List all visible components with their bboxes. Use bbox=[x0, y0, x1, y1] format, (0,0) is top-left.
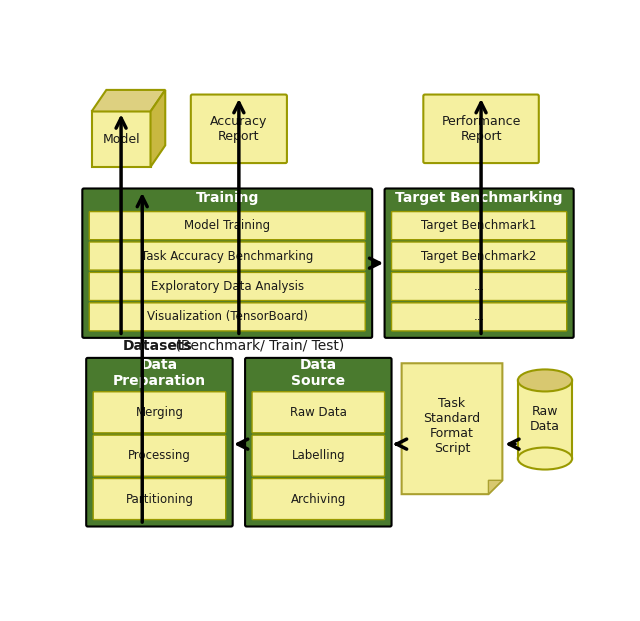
FancyBboxPatch shape bbox=[191, 94, 287, 163]
Text: Raw Data: Raw Data bbox=[290, 406, 347, 419]
Text: Target Benchmark1: Target Benchmark1 bbox=[421, 219, 537, 232]
Polygon shape bbox=[150, 90, 165, 167]
Text: Exploratory Data Analysis: Exploratory Data Analysis bbox=[150, 280, 304, 293]
FancyBboxPatch shape bbox=[392, 212, 566, 240]
Text: Partitioning: Partitioning bbox=[125, 492, 193, 505]
Polygon shape bbox=[92, 90, 165, 112]
Text: Model: Model bbox=[102, 133, 140, 146]
FancyBboxPatch shape bbox=[245, 358, 392, 527]
Text: Labelling: Labelling bbox=[291, 449, 345, 462]
Polygon shape bbox=[488, 480, 502, 494]
FancyBboxPatch shape bbox=[385, 189, 573, 338]
FancyBboxPatch shape bbox=[93, 479, 226, 520]
Text: Archiving: Archiving bbox=[291, 492, 346, 505]
FancyBboxPatch shape bbox=[392, 273, 566, 301]
FancyBboxPatch shape bbox=[252, 435, 385, 476]
Bar bbox=[92, 112, 150, 167]
Ellipse shape bbox=[518, 448, 572, 469]
FancyBboxPatch shape bbox=[83, 189, 372, 338]
Text: Task
Standard
Format
Script: Task Standard Format Script bbox=[424, 397, 481, 455]
FancyBboxPatch shape bbox=[392, 303, 566, 331]
Text: ...: ... bbox=[474, 310, 484, 324]
Text: Raw
Data: Raw Data bbox=[530, 406, 560, 433]
Text: Training: Training bbox=[196, 191, 259, 205]
Text: (Benchmark/ Train/ Test): (Benchmark/ Train/ Test) bbox=[171, 338, 344, 353]
FancyBboxPatch shape bbox=[90, 212, 365, 240]
FancyBboxPatch shape bbox=[86, 358, 233, 527]
Text: Accuracy
Report: Accuracy Report bbox=[210, 115, 268, 143]
FancyBboxPatch shape bbox=[423, 94, 539, 163]
Text: Data
Preparation: Data Preparation bbox=[113, 358, 206, 388]
Text: Visualization (TensorBoard): Visualization (TensorBoard) bbox=[147, 310, 308, 324]
FancyBboxPatch shape bbox=[90, 242, 365, 270]
Ellipse shape bbox=[518, 369, 572, 391]
Polygon shape bbox=[402, 363, 502, 494]
FancyBboxPatch shape bbox=[93, 392, 226, 433]
Text: Data
Source: Data Source bbox=[291, 358, 346, 388]
Text: Merging: Merging bbox=[136, 406, 184, 419]
FancyBboxPatch shape bbox=[252, 392, 385, 433]
FancyBboxPatch shape bbox=[392, 242, 566, 270]
FancyBboxPatch shape bbox=[90, 273, 365, 301]
Text: Performance
Report: Performance Report bbox=[442, 115, 521, 143]
Text: Target Benchmark2: Target Benchmark2 bbox=[421, 250, 537, 263]
Text: ...: ... bbox=[474, 280, 484, 293]
Text: Model Training: Model Training bbox=[184, 219, 270, 232]
Text: Task Accuracy Benchmarking: Task Accuracy Benchmarking bbox=[141, 250, 314, 263]
FancyBboxPatch shape bbox=[90, 303, 365, 331]
Bar bbox=[518, 381, 572, 458]
Text: Target Benchmarking: Target Benchmarking bbox=[396, 191, 563, 205]
FancyBboxPatch shape bbox=[93, 435, 226, 476]
FancyBboxPatch shape bbox=[252, 479, 385, 520]
Text: Processing: Processing bbox=[128, 449, 191, 462]
Text: Datasets: Datasets bbox=[123, 338, 193, 353]
